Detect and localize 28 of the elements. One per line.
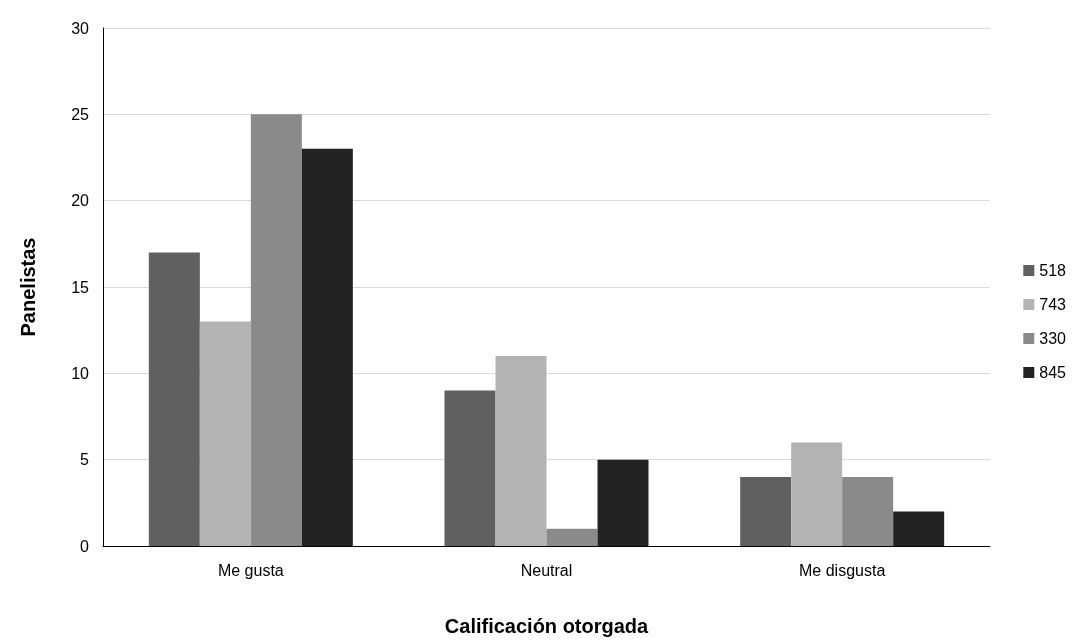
legend-label: 518: [1039, 262, 1067, 279]
bar: [546, 528, 598, 546]
y-tick-label: 15: [71, 278, 90, 296]
y-tick-label: 5: [80, 451, 90, 469]
y-tick-label: 10: [71, 364, 90, 382]
legend-label: 743: [1039, 296, 1067, 313]
y-tick-label: 20: [71, 192, 90, 210]
y-tick-label: 0: [80, 537, 90, 555]
bar: [791, 442, 843, 546]
y-tick-label: 30: [71, 19, 90, 37]
x-axis-title: Calificación otorgada: [444, 615, 650, 637]
bar: [444, 390, 496, 546]
y-tick-label: 25: [71, 105, 90, 123]
bar: [495, 356, 547, 546]
bar: [301, 148, 353, 546]
bar: [199, 321, 251, 546]
bar: [842, 476, 894, 546]
x-tick-label: Me disgusta: [799, 561, 886, 579]
y-axis-title: Panelistas: [17, 237, 39, 337]
legend-label: 330: [1039, 330, 1067, 347]
bar: [250, 114, 302, 546]
bar: [740, 476, 792, 546]
bar: [893, 511, 945, 546]
x-tick-label: Me gusta: [217, 561, 284, 579]
bar: [148, 252, 200, 546]
legend-label: 845: [1039, 364, 1067, 381]
x-tick-label: Neutral: [520, 561, 573, 579]
bar: [597, 459, 649, 546]
